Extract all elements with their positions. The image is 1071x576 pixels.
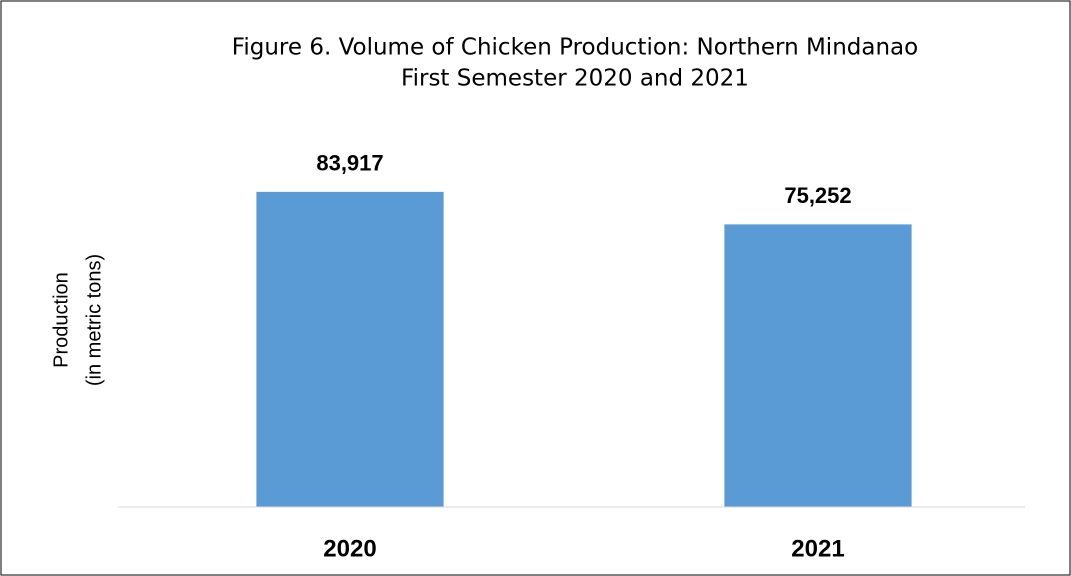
bar — [724, 224, 912, 507]
data-label: 75,252 — [784, 183, 851, 208]
x-tick-label: 2021 — [791, 535, 844, 562]
chart-subtitle: First Semester 2020 and 2021 — [401, 66, 749, 92]
y-axis-label: Production — [50, 272, 72, 368]
x-tick-label: 2020 — [323, 535, 376, 562]
chart-title: Figure 6. Volume of Chicken Production: … — [232, 35, 918, 61]
y-axis-label: (in metric tons) — [83, 254, 105, 386]
data-label: 83,917 — [316, 151, 383, 176]
bar — [256, 191, 444, 508]
